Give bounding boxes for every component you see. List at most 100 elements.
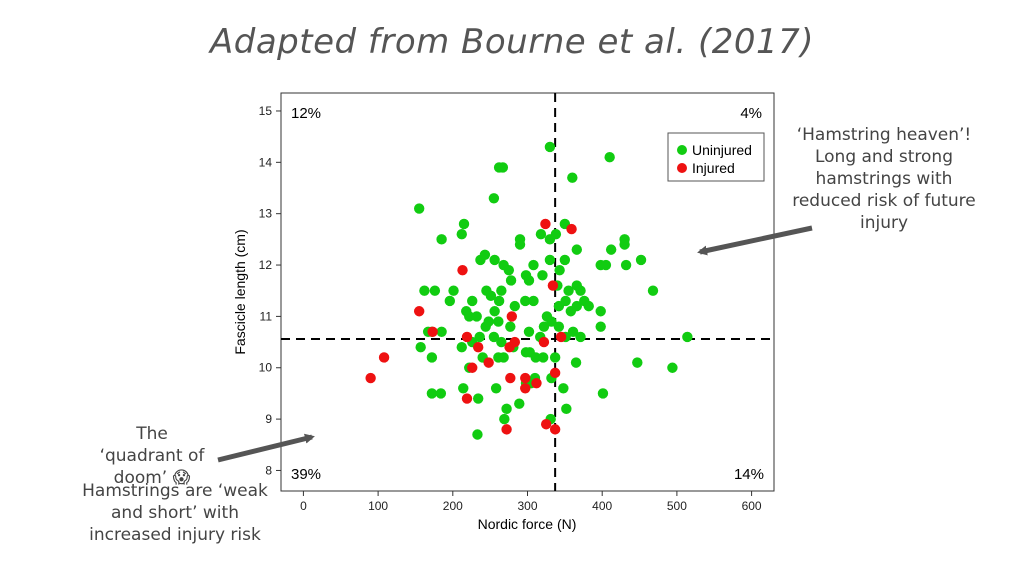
uninjured-point [503,264,515,276]
y-axis-title: Fascicle length (cm) [232,229,248,354]
uninjured-point [530,352,541,363]
uninjured-point [489,306,500,317]
heaven-arrow [697,225,813,256]
uninjured-point [496,336,507,348]
y-tick-label: 13 [259,207,273,221]
uninjured-point [554,264,565,276]
injured-point [473,342,484,353]
y-axis: 8 9 10 11 12 13 14 15 [259,104,281,477]
legend-injured-label: Injured [692,160,735,176]
injured-point [483,357,494,368]
legend-uninjured-label: Uninjured [692,142,752,158]
uninjured-point [528,295,539,307]
injured-point [540,419,552,430]
injured-point [461,393,473,404]
uninjured-point [505,275,517,286]
uninjured-point [667,362,678,373]
injured-point [509,336,521,348]
uninjured-point [537,352,549,363]
uninjured-point [413,203,425,214]
injured-point [538,336,550,348]
x-axis-title: Nordic force (N) [478,516,577,532]
y-tick-label: 10 [259,361,273,375]
injured-point [506,311,518,322]
quadrant-bottom-right-label: 14% [734,466,764,483]
uninjured-point [448,285,459,296]
legend: Uninjured Injured [667,132,765,182]
injured-point [461,331,473,343]
injured-point [549,367,561,379]
injured-point [547,280,559,291]
uninjured-point [419,285,430,296]
uninjured-point [458,383,469,394]
x-tick-label: 0 [300,499,307,513]
uninjured-point [635,254,647,266]
uninjured-point [426,352,438,363]
uninjured-point [604,151,615,163]
uninjured-point [435,388,447,399]
legend-uninjured-marker [677,145,687,155]
injured-point [540,218,551,230]
injured-point [520,383,531,394]
uninjured-point [550,229,562,240]
legend-box [667,132,765,182]
uninjured-point [570,357,582,368]
injured-point [457,264,468,276]
uninjured-point [567,326,579,337]
uninjured-point [514,398,525,409]
uninjured-point [444,295,456,307]
uninjured-point [514,234,526,245]
uninjured-point [505,321,516,332]
doom-arrow [217,433,315,463]
uninjured-point [498,352,509,363]
uninjured-point [549,352,561,363]
uninjured-point [473,393,484,404]
uninjured-point [472,429,483,440]
quadrant-of-doom-note: The ‘quadrant of doom’ 😱 [99,424,205,488]
injured-point [501,424,512,435]
quadrant-top-right-label: 4% [740,105,762,122]
uninjured-point [499,413,510,425]
uninjured-point [595,306,606,317]
weak-short-note: Hamstrings are ‘weak and short’ with inc… [82,481,268,545]
uninjured-point [605,244,617,255]
uninjured-point [575,331,586,343]
uninjured-point [575,285,586,296]
uninjured-point [520,295,531,307]
uninjured-point [464,311,475,322]
uninjured-point [560,295,571,307]
uninjured-point [426,388,438,399]
uninjured-point [415,342,426,353]
quadrant-top-left-label: 12% [291,105,321,122]
x-tick-label: 600 [742,499,762,513]
uninjured-point [682,331,693,343]
injured-point [427,326,438,337]
injured-point [566,223,577,235]
y-tick-label: 8 [265,463,272,477]
quadrant-bottom-left-label: 39% [291,466,321,483]
uninjured-point [583,300,594,312]
data-points [365,141,693,440]
uninjured-point [544,254,556,266]
uninjured-point [429,285,441,296]
uninjured-point [538,321,550,332]
injured-point [378,352,390,363]
x-tick-label: 100 [368,499,388,513]
uninjured-point [571,244,582,255]
uninjured-point [479,249,491,260]
uninjured-point [436,234,447,245]
uninjured-point [509,300,521,312]
uninjured-point [559,254,571,266]
uninjured-point [488,331,500,343]
x-tick-label: 200 [443,499,463,513]
uninjured-point [456,342,467,353]
uninjured-point [501,403,512,415]
uninjured-point [458,218,470,230]
uninjured-point [497,162,509,173]
uninjured-point [619,239,630,250]
uninjured-point [485,290,497,302]
uninjured-point [467,295,478,307]
uninjured-point [647,285,659,296]
x-tick-label: 300 [517,499,537,513]
